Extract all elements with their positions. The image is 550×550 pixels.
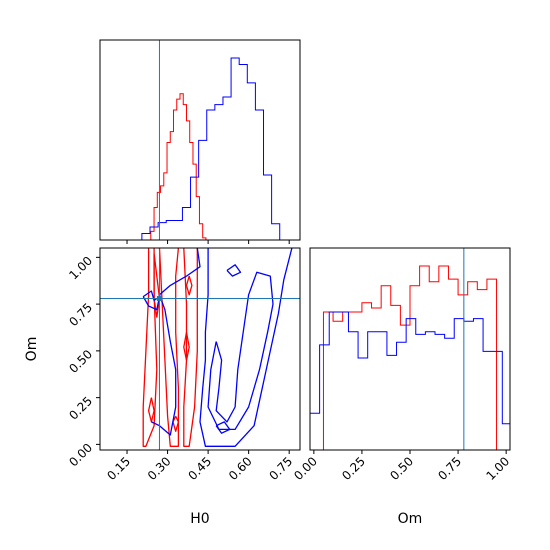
h0-hist-frame: [99, 39, 301, 241]
h0-hist-marks: [133, 57, 288, 241]
contour-ylabel: Om: [24, 337, 40, 362]
om-hist-xlabel: Om: [398, 511, 423, 527]
contour-0-0: [142, 248, 158, 447]
om-hist-marks: [309, 265, 511, 451]
contour-0-6: [185, 275, 193, 296]
contour-0-5: [183, 332, 190, 361]
contour-1-3: [207, 271, 274, 431]
truth-marker: [156, 296, 162, 301]
contour-0-1: [158, 247, 180, 447]
contour-frame: [99, 247, 301, 451]
contour-0-2: [183, 247, 198, 447]
contour-1-2: [199, 247, 293, 447]
contour-1-0: [151, 247, 201, 436]
contour-1-4: [226, 264, 242, 277]
h0-hist-xticks: [126, 240, 290, 244]
contour-marks: [142, 247, 293, 447]
contour-xlabel: H0: [190, 511, 209, 527]
h0-hist-series-1: [133, 57, 288, 241]
contour-1-5: [215, 421, 231, 434]
om-hist-series-1: [309, 311, 511, 450]
contour-0-3: [153, 253, 161, 318]
h0-hist-series-0: [147, 93, 207, 241]
panel-h0-histogram: [99, 39, 301, 244]
contour-0-7: [172, 416, 180, 432]
